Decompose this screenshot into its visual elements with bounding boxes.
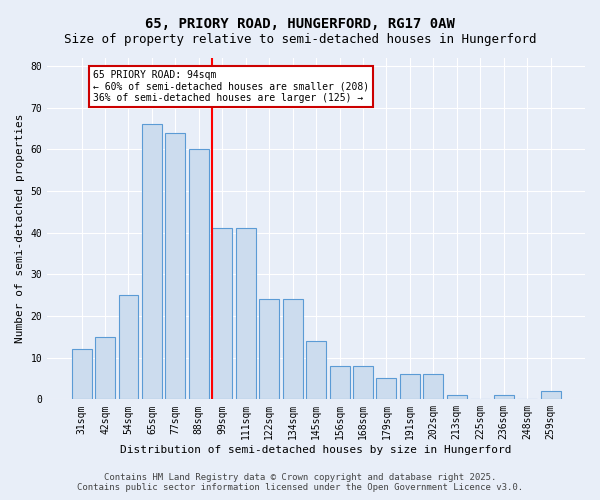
Bar [236, 228, 256, 400]
Bar [212, 228, 232, 400]
Bar [353, 366, 373, 400]
Bar [494, 395, 514, 400]
Y-axis label: Number of semi-detached properties: Number of semi-detached properties [15, 114, 25, 343]
Bar [541, 391, 560, 400]
Text: 65, PRIORY ROAD, HUNGERFORD, RG17 0AW: 65, PRIORY ROAD, HUNGERFORD, RG17 0AW [145, 18, 455, 32]
Bar [142, 124, 162, 400]
Text: 65 PRIORY ROAD: 94sqm
← 60% of semi-detached houses are smaller (208)
36% of sem: 65 PRIORY ROAD: 94sqm ← 60% of semi-deta… [94, 70, 370, 103]
Text: Contains HM Land Registry data © Crown copyright and database right 2025.
Contai: Contains HM Land Registry data © Crown c… [77, 473, 523, 492]
Bar [189, 149, 209, 400]
Bar [95, 337, 115, 400]
Bar [424, 374, 443, 400]
Bar [283, 300, 302, 400]
X-axis label: Distribution of semi-detached houses by size in Hungerford: Distribution of semi-detached houses by … [121, 445, 512, 455]
Text: Size of property relative to semi-detached houses in Hungerford: Size of property relative to semi-detach… [64, 32, 536, 46]
Bar [306, 341, 326, 400]
Bar [166, 132, 185, 400]
Bar [400, 374, 420, 400]
Bar [447, 395, 467, 400]
Bar [376, 378, 397, 400]
Bar [259, 300, 279, 400]
Bar [119, 295, 139, 400]
Bar [329, 366, 350, 400]
Bar [71, 350, 92, 400]
